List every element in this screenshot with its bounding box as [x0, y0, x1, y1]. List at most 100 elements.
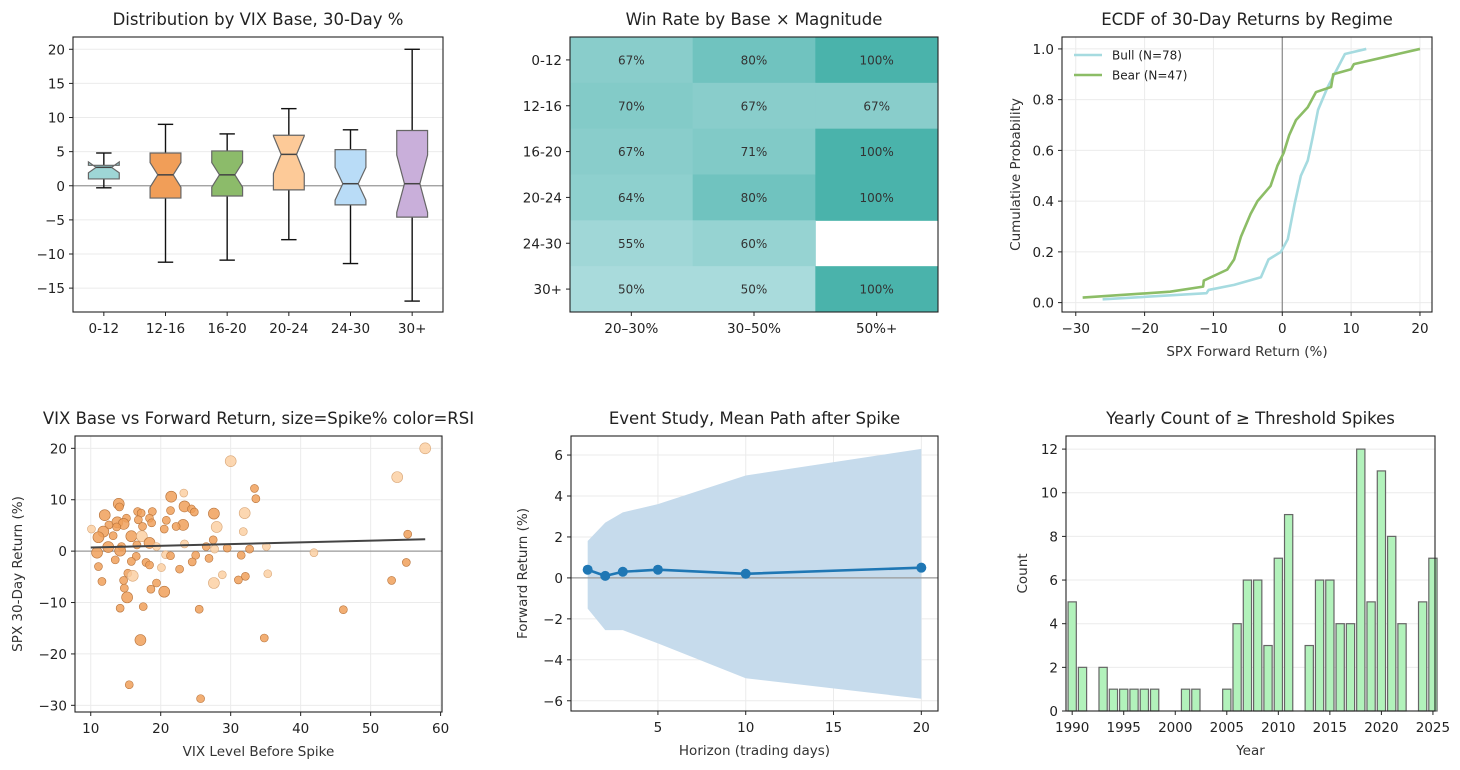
x-tick-label: 24-30 [331, 321, 370, 337]
scatter-point [251, 494, 261, 504]
chart-title: VIX Base vs Forward Return, size=Spike% … [43, 409, 474, 428]
scatter-point [179, 488, 189, 498]
x-tick-label: 2005 [1210, 720, 1244, 736]
heatmap-cell-label: 50% [618, 283, 645, 297]
axes-frame [1061, 36, 1433, 313]
scatter-point [238, 527, 248, 536]
scatter-point [196, 694, 205, 703]
scatter-point [387, 576, 396, 585]
chart-panel-4: −30 −20 −10 0 10 20 10 20 30 40 50 60 VIX Base vs Fo… [10, 409, 474, 760]
scatter-point [166, 551, 175, 561]
scatter-point [138, 522, 147, 531]
bar-1994 [1108, 688, 1119, 712]
heatmap-cell [815, 174, 939, 221]
scatter-point [136, 530, 148, 543]
scatter-point [245, 544, 254, 554]
heatmap-cell [692, 128, 816, 175]
box-30+ [396, 48, 429, 302]
x-tick-label: 20 [913, 720, 930, 736]
y-tick-label: 15 [48, 76, 65, 92]
heatmap-cell-label: 50% [741, 283, 768, 297]
scatter-point [263, 569, 273, 579]
y-tick-label: 0.0 [1033, 296, 1054, 312]
y-tick-label: 0 [1049, 704, 1058, 720]
heatmap-cell [570, 220, 694, 267]
y-tick-label: 16-20 [523, 145, 562, 161]
bar-2025 [1428, 557, 1438, 712]
bar-1995 [1118, 688, 1129, 712]
bar-1996 [1129, 688, 1139, 712]
scatter-point [120, 583, 129, 593]
heatmap-cell-label: 80% [741, 191, 768, 205]
heatmap-cell [692, 82, 816, 130]
scatter-point [236, 550, 246, 560]
mean-path-point [652, 564, 663, 575]
scatter-point [134, 634, 147, 646]
scatter-point [241, 572, 250, 581]
bar-2018 [1356, 448, 1366, 712]
heatmap-cell [692, 37, 816, 84]
box-0-12 [87, 152, 120, 189]
y-tick-label: 1.0 [1033, 42, 1054, 58]
chart-title: Win Rate by Base × Magnitude [626, 10, 883, 29]
mean-path-point [740, 568, 751, 579]
heatmap-cell-label: 80% [741, 53, 768, 67]
scatter-point [157, 563, 166, 572]
scatter-point [339, 605, 348, 615]
y-tick-label: 20 [50, 441, 67, 457]
scatter-point [191, 550, 201, 560]
scatter-point [127, 557, 136, 566]
x-tick-label: 2015 [1313, 720, 1347, 736]
box-body [334, 148, 367, 206]
axes-frame [74, 435, 443, 713]
scatter-point [259, 633, 269, 643]
bar-2010 [1273, 557, 1284, 712]
bar-2009 [1263, 644, 1273, 712]
bar-2005 [1222, 688, 1232, 712]
y-tick-label: 0 [554, 571, 563, 587]
scatter-point [147, 518, 156, 528]
scatter-point [419, 442, 432, 455]
y-tick-label: 20 [48, 42, 65, 58]
mean-path-point [617, 566, 628, 577]
scatter-point [121, 591, 133, 604]
scatter-point [309, 548, 319, 557]
y-tick-label: −10 [37, 247, 66, 263]
bar-1998 [1149, 688, 1160, 712]
chart-title: ECDF of 30-Day Returns by Regime [1101, 10, 1393, 29]
axes-frame [72, 36, 444, 313]
x-tick-label: 30 [222, 721, 239, 737]
scatter-point [166, 506, 175, 515]
scatter-point [208, 577, 220, 589]
chart-panel-5: −6 −4 −2 0 2 4 6 5 10 15 20 Event Study, Mean Path … [515, 409, 939, 759]
scatter-point [190, 507, 199, 517]
scatter-point [98, 509, 111, 521]
heatmap-cell-label: 100% [860, 145, 894, 159]
y-tick-label: 6 [554, 448, 563, 464]
y-tick-label: 0.4 [1033, 194, 1054, 210]
y-tick-label: −15 [37, 281, 66, 297]
scatter-point [92, 531, 105, 544]
heatmap-cell [692, 174, 816, 221]
y-tick-label: 4 [1049, 617, 1058, 633]
box-12-16 [149, 123, 182, 263]
x-tick-label: 40 [292, 721, 309, 737]
bar-1990 [1067, 601, 1077, 712]
scatter-point [124, 680, 134, 690]
heatmap-cell-label: 71% [741, 145, 768, 159]
bar-2019 [1366, 601, 1376, 712]
scatter-point [97, 577, 107, 586]
heatmap-cell-label: 67% [741, 99, 768, 113]
heatmap-cell-label: 100% [860, 191, 894, 205]
x-axis-label: Year [1235, 743, 1265, 759]
x-tick-label: 20 [152, 721, 169, 737]
y-tick-label: 20-24 [523, 190, 562, 206]
heatmap-cell [815, 82, 939, 130]
legend-label: Bull (N=78) [1112, 49, 1182, 63]
x-tick-label: 0 [1278, 321, 1287, 337]
bar-2008 [1252, 579, 1263, 712]
x-tick-label: 0-12 [89, 321, 120, 337]
y-axis-label: Cumulative Probability [1008, 98, 1024, 251]
scatter-point [158, 585, 171, 598]
scatter-point [162, 515, 171, 525]
